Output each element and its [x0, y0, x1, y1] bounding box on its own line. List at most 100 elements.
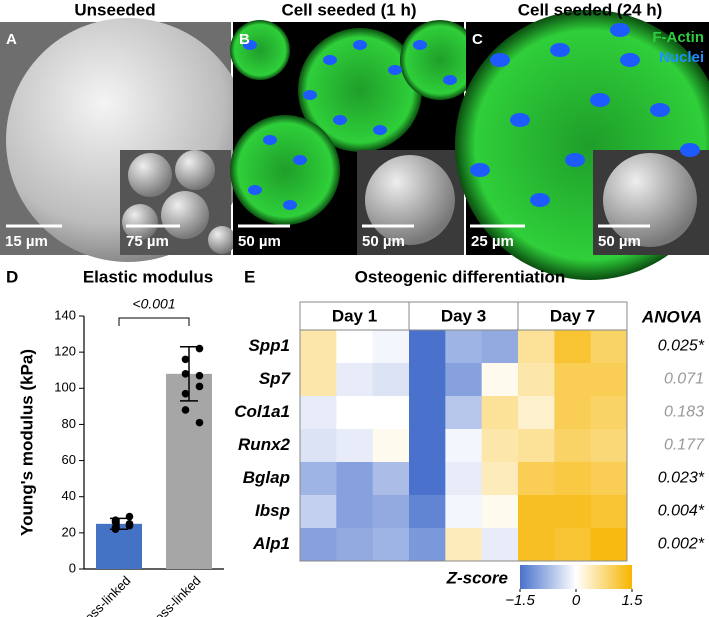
data-point [195, 418, 204, 427]
nucleus [680, 143, 700, 157]
panel-letter: D [6, 267, 18, 286]
x-tick-label: Cross-linked [142, 573, 204, 617]
heatmap-cell [409, 396, 446, 430]
nucleus [248, 185, 262, 195]
heatmap-cell [372, 495, 410, 529]
heatmap-cell [445, 363, 483, 397]
heatmap-cell [409, 363, 446, 397]
stat-label: 0.004* [658, 503, 705, 520]
panel-title: Cell seeded (1 h) [281, 0, 416, 19]
nucleus [413, 40, 427, 50]
heatmap-cell [409, 495, 446, 529]
group-header: Day 3 [441, 306, 486, 325]
heatmap-cell [518, 330, 555, 364]
data-point [181, 370, 190, 378]
stat-label: 0.023* [658, 470, 705, 487]
colorbar-tick-label: 1.5 [622, 592, 644, 609]
stat-label: 0.183 [664, 404, 704, 421]
nucleus [610, 23, 630, 37]
nucleus [650, 103, 670, 117]
heatmap-cell [445, 462, 483, 496]
nucleus [283, 200, 297, 210]
heatmap-cell [518, 462, 555, 496]
stat-label: 0.002* [658, 536, 705, 553]
nucleus [443, 75, 457, 85]
y-tick-label: 140 [54, 307, 76, 322]
heatmap-border [299, 329, 628, 562]
heatmap-cell [554, 363, 592, 397]
heatmap-cell [590, 462, 628, 496]
colorbar-label: Z-score [446, 568, 508, 587]
nucleus [263, 135, 277, 145]
data-point [181, 406, 190, 414]
nucleus [590, 93, 610, 107]
row-label: Col1a1 [234, 402, 290, 421]
heatmap-cell [445, 429, 483, 463]
scale-bar-label: 75 µm [126, 233, 169, 250]
data-point [181, 389, 190, 398]
chart-title: Elastic modulus [83, 267, 213, 286]
data-point [195, 382, 204, 391]
heatmap-cell [445, 396, 483, 430]
nucleus [550, 43, 570, 57]
scale-bar-label: 15 µm [5, 233, 48, 250]
heatmap-cell [300, 462, 337, 496]
heatmap-cell [481, 330, 519, 364]
heatmap-cell [481, 495, 519, 529]
heatmap-cell [590, 396, 628, 430]
heatmap-cell [409, 462, 446, 496]
heatmap-cell [590, 330, 628, 364]
nucleus [470, 163, 490, 177]
heatmap-cell [300, 429, 337, 463]
heatmap-cell [336, 495, 374, 529]
heatmap-cell [336, 429, 374, 463]
heatmap-cell [300, 528, 337, 562]
group-header: Day 1 [332, 306, 377, 325]
stat-label: 0.025* [658, 338, 705, 355]
heatmap-cell [336, 528, 374, 562]
heatmap-cell [372, 462, 410, 496]
heatmap-cell [336, 462, 374, 496]
scale-bar-label: 50 µm [598, 233, 641, 250]
heatmap-cell [554, 429, 592, 463]
nucleus [243, 40, 257, 50]
row-label: Runx2 [238, 435, 291, 454]
heatmap-cell [481, 462, 519, 496]
heatmap-cell [336, 396, 374, 430]
colorbar-tick-label: −1.5 [505, 592, 535, 609]
legend-label: Nuclei [659, 49, 704, 66]
nucleus [388, 65, 402, 75]
data-point [111, 525, 120, 534]
panel-letter: B [239, 31, 250, 48]
bar [96, 523, 142, 569]
y-tick-label: 40 [62, 488, 76, 503]
heatmap-cell [372, 528, 410, 562]
y-tick-label: 60 [62, 452, 76, 467]
group-header-box [408, 301, 519, 331]
heatmap-cell [518, 429, 555, 463]
scale-bar-label: 25 µm [471, 233, 514, 250]
heatmap-cell [445, 528, 483, 562]
y-tick-label: 0 [69, 560, 76, 575]
data-point [125, 512, 134, 521]
stat-header: ANOVA [641, 307, 702, 326]
row-label: Ibsp [255, 501, 290, 520]
heatmap-cell [372, 396, 410, 430]
row-label: Bglap [243, 468, 290, 487]
row-label: Spp1 [248, 336, 290, 355]
nucleus [510, 113, 530, 127]
heatmap-cell [336, 330, 374, 364]
nucleus [530, 193, 550, 207]
data-point [195, 371, 204, 380]
colorbar [520, 565, 632, 589]
data-point [125, 520, 134, 528]
nuclei [243, 23, 700, 210]
heatmap-cell [481, 396, 519, 430]
colorbar-tick-label: 0 [572, 592, 581, 609]
y-axis-label: Young's modulus (kPa) [17, 349, 36, 536]
p-value: <0.001 [132, 296, 175, 312]
heatmap-cell [554, 396, 592, 430]
y-tick-label: 100 [54, 380, 76, 395]
heatmap-cell [590, 495, 628, 529]
heatmap-cell [409, 330, 446, 364]
